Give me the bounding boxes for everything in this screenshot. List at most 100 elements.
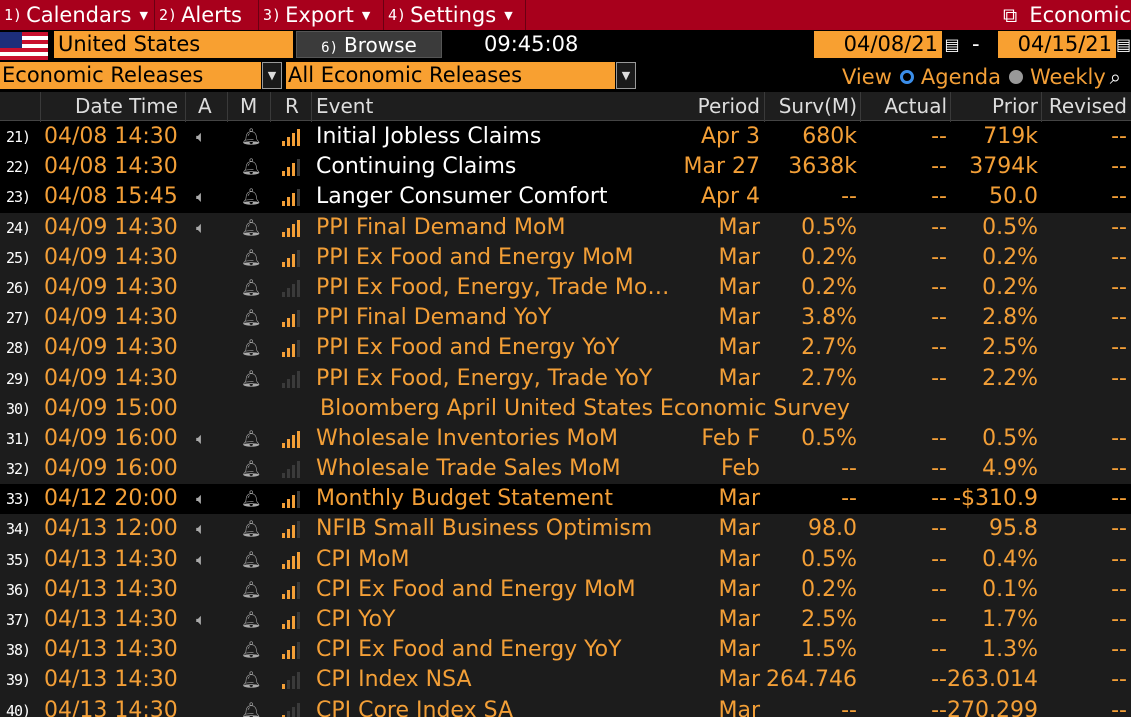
row-event[interactable]: Continuing Claims bbox=[316, 154, 517, 180]
bell-icon[interactable]: 🔔︎ bbox=[241, 610, 262, 629]
row-event[interactable]: Initial Jobless Claims bbox=[316, 124, 542, 149]
header-alert[interactable]: A bbox=[198, 94, 212, 118]
calendar-icon[interactable]: ▤ bbox=[944, 35, 960, 54]
header-relevance[interactable]: R bbox=[285, 94, 299, 118]
end-date-field[interactable]: 04/15/21 bbox=[998, 31, 1116, 58]
bell-icon[interactable]: 🔔︎ bbox=[241, 700, 262, 717]
table-row[interactable]: 26) 04/09 14:30 🔔︎ PPI Ex Food, Energy, Tra… bbox=[0, 272, 1131, 304]
browse-button[interactable]: 6) Browse bbox=[296, 31, 442, 58]
bell-icon[interactable]: 🔔︎ bbox=[241, 338, 262, 358]
bell-icon[interactable]: 🔔︎ bbox=[241, 579, 262, 599]
calendars-menu[interactable]: 1) Calendars ▼ bbox=[0, 0, 155, 30]
row-event[interactable]: CPI YoY bbox=[316, 607, 396, 632]
bell-icon[interactable]: 🔔︎ bbox=[241, 519, 262, 539]
bell-icon[interactable]: 🔔︎ bbox=[241, 640, 262, 660]
table-row[interactable]: 21) 04/08 14:30 🔈︎ 🔔︎ Initial Jobless Claims… bbox=[0, 122, 1131, 153]
weekly-label[interactable]: Weekly bbox=[1030, 64, 1106, 89]
bell-icon[interactable]: 🔔︎ bbox=[241, 549, 262, 569]
bell-icon[interactable]: 🔔︎ bbox=[241, 157, 262, 177]
bell-icon[interactable]: 🔔︎ bbox=[241, 187, 262, 207]
row-event[interactable]: Monthly Budget Statement bbox=[316, 486, 613, 512]
bell-icon[interactable]: 🔔︎ bbox=[241, 247, 262, 267]
export-menu[interactable]: 3) Export ▼ bbox=[259, 0, 384, 30]
table-row[interactable]: 24) 04/09 14:30 🔈︎ 🔔︎ PPI Final Demand MoM Ma… bbox=[0, 212, 1131, 243]
header-survey[interactable]: Surv(M) bbox=[778, 94, 857, 118]
table-row[interactable]: 28) 04/09 14:30 🔔︎ PPI Ex Food and Energy Y… bbox=[0, 333, 1131, 364]
relevance-bars-icon bbox=[282, 491, 302, 509]
start-date-field[interactable]: 04/08/21 bbox=[814, 31, 942, 58]
table-row[interactable]: 30) 04/09 15:00 Bloomberg April United Sta… bbox=[0, 393, 1131, 424]
table-row[interactable]: 36) 04/13 14:30 🔔︎ CPI Ex Food and Energy M… bbox=[0, 574, 1131, 605]
calendar-icon[interactable]: ▤ bbox=[1116, 35, 1131, 54]
speaker-icon[interactable]: 🔈︎ bbox=[196, 489, 206, 509]
table-row[interactable]: 35) 04/13 14:30 🔈︎ 🔔︎ CPI MoM Mar 0.5% -- 0.4% -- bbox=[0, 544, 1131, 575]
subcategory-dropdown[interactable]: All Economic Releases bbox=[286, 62, 615, 89]
speaker-icon[interactable]: 🔈︎ bbox=[196, 428, 206, 448]
row-event[interactable]: CPI Ex Food and Energy MoM bbox=[316, 576, 636, 602]
dropdown-arrow-icon[interactable]: ▼ bbox=[616, 62, 636, 89]
settings-menu[interactable]: 4) Settings ▼ bbox=[384, 0, 526, 30]
row-event[interactable]: CPI Index NSA bbox=[316, 667, 472, 693]
row-event[interactable]: CPI Core Index SA bbox=[316, 697, 514, 717]
external-link[interactable]: ⧉ Economic bbox=[1003, 0, 1131, 30]
header-revised[interactable]: Revised bbox=[1048, 94, 1127, 118]
bell-icon[interactable]: 🔔︎ bbox=[241, 459, 262, 479]
agenda-label[interactable]: Agenda bbox=[920, 64, 1001, 89]
table-row[interactable]: 34) 04/13 12:00 🔈︎ 🔔︎ NFIB Small Business Op… bbox=[0, 514, 1131, 545]
row-event[interactable]: PPI Ex Food and Energy MoM bbox=[316, 244, 634, 270]
zoom-icon[interactable]: ⌕ bbox=[1109, 64, 1121, 89]
header-prior[interactable]: Prior bbox=[992, 94, 1038, 118]
row-event[interactable]: PPI Final Demand MoM bbox=[316, 214, 566, 240]
table-row[interactable]: 23) 04/08 15:45 🔈︎ 🔔︎ Langer Consumer Comfor… bbox=[0, 182, 1131, 213]
row-event[interactable]: PPI Ex Food, Energy, Trade YoY bbox=[316, 365, 653, 391]
header-period[interactable]: Period bbox=[697, 94, 760, 118]
bell-icon[interactable]: 🔔︎ bbox=[241, 428, 262, 448]
bell-icon[interactable]: 🔔︎ bbox=[241, 489, 262, 509]
speaker-icon[interactable]: 🔈︎ bbox=[196, 187, 206, 207]
row-event[interactable]: Bloomberg April United States Economic S… bbox=[320, 395, 850, 421]
bell-icon[interactable]: 🔔︎ bbox=[241, 308, 262, 328]
table-row[interactable]: 31) 04/09 16:00 🔈︎ 🔔︎ Wholesale Inventories … bbox=[0, 423, 1131, 455]
row-index: 30) bbox=[6, 399, 31, 418]
header-datetime[interactable]: Date Time bbox=[75, 94, 179, 118]
row-event[interactable]: CPI Ex Food and Energy YoY bbox=[316, 637, 622, 663]
table-row[interactable]: 38) 04/13 14:30 🔔︎ CPI Ex Food and Energy Y… bbox=[0, 635, 1131, 666]
row-event[interactable]: Wholesale Inventories MoM bbox=[316, 425, 618, 451]
speaker-icon[interactable]: 🔈︎ bbox=[196, 610, 206, 629]
row-datetime: 04/13 14:30 bbox=[44, 546, 178, 572]
row-event[interactable]: PPI Final Demand YoY bbox=[316, 305, 552, 331]
table-row[interactable]: 39) 04/13 14:30 🔔︎ CPI Index NSA Mar 264.746 -… bbox=[0, 665, 1131, 696]
speaker-icon[interactable]: 🔈︎ bbox=[196, 549, 206, 569]
header-monitor[interactable]: M bbox=[240, 94, 258, 118]
table-row[interactable]: 32) 04/09 16:00 🔔︎ Wholesale Trade Sales Mo… bbox=[0, 454, 1131, 485]
country-field[interactable]: United States bbox=[54, 31, 293, 58]
row-event[interactable]: NFIB Small Business Optimism bbox=[316, 516, 653, 542]
bell-icon[interactable]: 🔔︎ bbox=[241, 670, 262, 690]
header-actual[interactable]: Actual bbox=[884, 94, 947, 118]
speaker-icon[interactable]: 🔈︎ bbox=[196, 519, 206, 539]
table-row[interactable]: 22) 04/08 14:30 🔔︎ Continuing Claims Mar 27 3… bbox=[0, 152, 1131, 183]
row-event[interactable]: Langer Consumer Comfort bbox=[316, 184, 608, 210]
table-row[interactable]: 40) 04/13 14:30 🔔︎ CPI Core Index SA Mar -- --… bbox=[0, 695, 1131, 717]
row-event[interactable]: Wholesale Trade Sales MoM bbox=[316, 456, 621, 482]
category-dropdown[interactable]: Economic Releases bbox=[0, 62, 261, 89]
row-event[interactable]: PPI Ex Food and Energy YoY bbox=[316, 335, 620, 361]
row-event[interactable]: CPI MoM bbox=[316, 546, 410, 572]
table-row[interactable]: 33) 04/12 20:00 🔈︎ 🔔︎ Monthly Budget Stateme… bbox=[0, 484, 1131, 515]
bell-icon[interactable]: 🔔︎ bbox=[241, 217, 262, 237]
table-row[interactable]: 25) 04/09 14:30 🔔︎ PPI Ex Food and Energy M… bbox=[0, 242, 1131, 273]
weekly-radio[interactable] bbox=[1009, 69, 1023, 84]
table-row[interactable]: 27) 04/09 14:30 🔔︎ PPI Final Demand YoY Mar 3… bbox=[0, 303, 1131, 334]
alerts-menu[interactable]: 2) Alerts bbox=[155, 0, 259, 30]
bell-icon[interactable]: 🔔︎ bbox=[241, 277, 262, 297]
bell-icon[interactable]: 🔔︎ bbox=[241, 127, 262, 146]
row-event[interactable]: PPI Ex Food, Energy, Trade Mo… bbox=[316, 274, 670, 300]
dropdown-arrow-icon[interactable]: ▼ bbox=[262, 62, 282, 89]
bell-icon[interactable]: 🔔︎ bbox=[241, 368, 262, 388]
header-event[interactable]: Event bbox=[316, 94, 374, 118]
table-row[interactable]: 29) 04/09 14:30 🔔︎ PPI Ex Food, Energy, Tra… bbox=[0, 363, 1131, 394]
agenda-radio[interactable] bbox=[899, 69, 914, 84]
speaker-icon[interactable]: 🔈︎ bbox=[196, 217, 206, 237]
speaker-icon[interactable]: 🔈︎ bbox=[196, 127, 206, 146]
table-row[interactable]: 37) 04/13 14:30 🔈︎ 🔔︎ CPI YoY Mar 2.5% -- 1.7% -- bbox=[0, 605, 1131, 636]
